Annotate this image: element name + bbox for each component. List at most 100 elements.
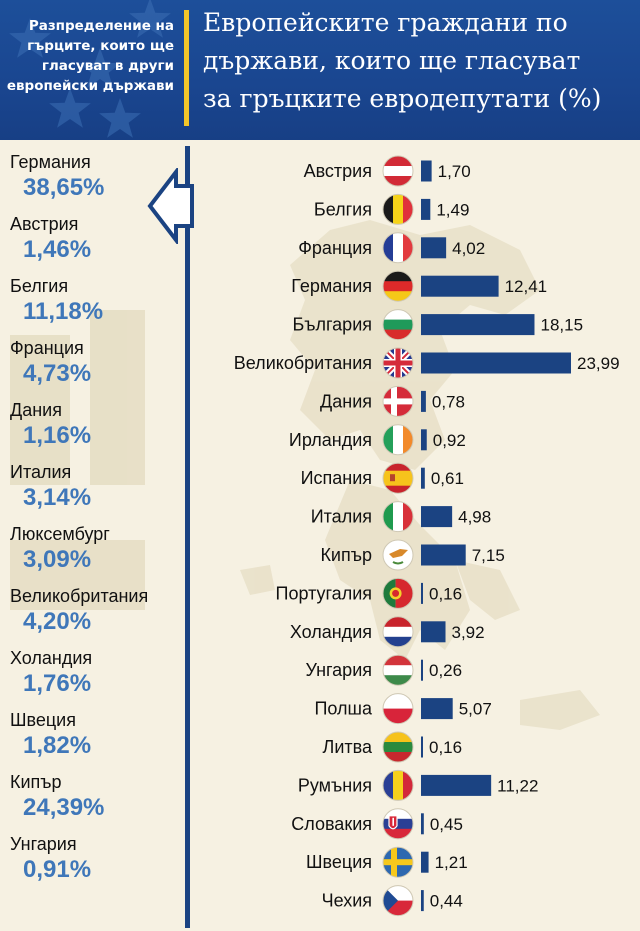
- chart-row: Унгария 0,26: [305, 654, 462, 686]
- czech-flag-icon: [382, 885, 414, 917]
- left-list-country: Германия: [10, 152, 91, 172]
- left-list-country: Швеция: [10, 710, 76, 730]
- bar: [421, 659, 423, 681]
- romania-flag-icon: [382, 769, 414, 801]
- left-list-country: Холандия: [10, 648, 93, 668]
- left-list-percent: 1,46%: [23, 236, 92, 263]
- left-list-country: Франция: [10, 338, 84, 358]
- chart-row: Чехия 0,44: [322, 885, 463, 917]
- left-list-country: Великобритания: [10, 586, 149, 606]
- bar: [421, 390, 426, 412]
- category-label: Германия: [291, 276, 372, 296]
- chart-row: Ирландия 0,92: [289, 424, 466, 456]
- data-label: 1,70: [438, 162, 471, 181]
- chart-row: Словакия 0,45: [291, 808, 463, 840]
- belgium-flag-icon: [382, 193, 414, 225]
- left-list-item: Унгария 0,91%: [10, 833, 91, 885]
- left-list-item: Холандия 1,76%: [10, 647, 92, 699]
- bar: [421, 160, 432, 182]
- divider-line: [185, 146, 190, 928]
- bar: [421, 352, 571, 374]
- left-list-percent: 4,73%: [23, 360, 92, 387]
- ireland-flag-icon: [382, 424, 414, 456]
- bar: [421, 467, 425, 489]
- netherlands-flag-icon: [382, 616, 414, 648]
- data-label: 1,21: [435, 853, 468, 872]
- bar: [421, 429, 427, 451]
- data-label: 4,98: [458, 508, 491, 527]
- category-label: Полша: [314, 699, 372, 719]
- france-flag-icon: [382, 232, 414, 264]
- data-label: 1,49: [436, 200, 469, 219]
- category-label: Ирландия: [289, 430, 372, 450]
- chart-row: Белгия 1,49: [314, 193, 469, 225]
- category-label: Чехия: [322, 891, 372, 911]
- header-divider: [184, 10, 189, 126]
- bar: [421, 275, 499, 297]
- bar: [421, 237, 447, 259]
- arrow-left-icon: [147, 168, 194, 244]
- bar: [421, 198, 431, 220]
- category-label: Белгия: [314, 199, 372, 219]
- data-label: 3,92: [452, 623, 485, 642]
- data-label: 23,99: [577, 354, 620, 373]
- chart-title: Европейските граждани по държави, които …: [203, 8, 602, 113]
- chart-row: Литва 0,16: [323, 731, 462, 763]
- bar: [421, 544, 466, 566]
- left-list-percent: 3,14%: [23, 484, 92, 511]
- italy-flag-icon: [382, 501, 414, 533]
- bar: [421, 890, 424, 912]
- austria-flag-icon: [382, 155, 414, 187]
- bar: [421, 506, 453, 528]
- data-label: 11,22: [497, 776, 538, 795]
- category-label: Великобритания: [234, 353, 372, 373]
- sweden-flag-icon: [382, 846, 414, 878]
- data-label: 5,07: [459, 700, 492, 719]
- left-list-percent: 1,82%: [23, 732, 92, 759]
- data-label: 12,41: [505, 277, 548, 296]
- chart-row: Кипър 7,15: [320, 539, 505, 571]
- data-label: 18,15: [540, 316, 583, 335]
- bar: [421, 774, 492, 796]
- poland-flag-icon: [382, 693, 414, 725]
- left-list-item: Швеция 1,82%: [10, 709, 91, 761]
- uk-flag-icon: [382, 347, 414, 379]
- chart-row: Холандия 3,92: [290, 616, 485, 648]
- chart-row: Португалия 0,16: [276, 577, 462, 609]
- chart-row: Италия 4,98: [311, 501, 491, 533]
- data-label: 0,78: [432, 392, 465, 411]
- left-list-item: Белгия 11,18%: [10, 275, 103, 327]
- bar: [421, 813, 424, 835]
- category-label: Дания: [320, 391, 372, 411]
- left-list-country: Австрия: [10, 214, 79, 234]
- hungary-flag-icon: [382, 654, 414, 686]
- bar: [421, 621, 446, 643]
- chart-row: Швеция 1,21: [306, 846, 468, 878]
- category-label: Словакия: [291, 814, 372, 834]
- chart-row: България 18,15: [292, 309, 583, 341]
- spain-flag-icon: [382, 462, 414, 494]
- left-list-item: Люксембург 3,09%: [10, 523, 110, 575]
- category-label: Франция: [298, 238, 372, 258]
- left-list-percent: 38,65%: [23, 174, 105, 201]
- data-label: 4,02: [452, 239, 485, 258]
- left-list-country: Унгария: [10, 834, 77, 854]
- category-label: Холандия: [290, 622, 372, 642]
- left-list-percent: 1,76%: [23, 670, 92, 697]
- chart-row: Франция 4,02: [298, 232, 485, 264]
- chart-row: Полша 5,07: [314, 693, 492, 725]
- left-list-item: Кипър 24,39%: [10, 771, 104, 823]
- left-list-percent: 24,39%: [23, 794, 105, 821]
- chart-row: Румъния 11,22: [298, 769, 538, 801]
- bar: [421, 851, 429, 873]
- left-list-item: Дания 1,16%: [10, 399, 91, 451]
- data-label: 7,15: [472, 546, 505, 565]
- left-list-country: Белгия: [10, 276, 69, 296]
- category-label: България: [292, 315, 372, 335]
- lithuania-flag-icon: [382, 731, 414, 763]
- left-list-country: Италия: [10, 462, 72, 482]
- left-list-item: Германия 38,65%: [10, 151, 104, 203]
- denmark-flag-icon: [382, 385, 414, 417]
- chart-row: Австрия 1,70: [304, 155, 471, 187]
